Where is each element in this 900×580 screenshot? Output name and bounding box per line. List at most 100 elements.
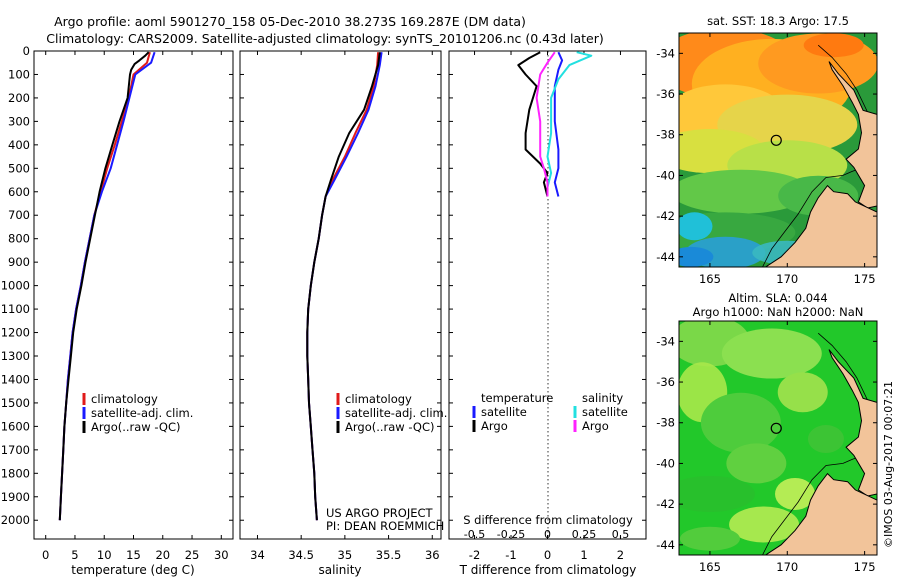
map-y-tick-label: -44 xyxy=(656,538,675,552)
legend-label-t-satellite: satellite xyxy=(481,405,527,419)
s-difference-label: S difference from climatology xyxy=(463,513,633,527)
field-patch xyxy=(775,477,816,510)
temperature-lines xyxy=(58,51,156,521)
temperature-xlabel: temperature (deg C) xyxy=(71,563,194,577)
x-tick-label: 2 xyxy=(617,548,624,562)
s-diff-tick-label: -0.25 xyxy=(497,528,525,541)
field-patch xyxy=(777,372,828,413)
field-patch xyxy=(803,33,864,58)
sst-map-axes: 165 170 175 -34 -36 -38 -40 -42 -44 xyxy=(656,33,877,286)
x-tick-label: -2 xyxy=(469,548,480,562)
float-position-marker xyxy=(770,422,782,434)
salinity-lines xyxy=(306,52,383,521)
north-island xyxy=(828,349,877,497)
map-x-tick-label: 175 xyxy=(854,272,876,286)
sla-map-title: Altim. SLA: 0.044 xyxy=(728,291,827,305)
depth-tick-label: 1300 xyxy=(1,349,30,363)
map-y-tick-label: -34 xyxy=(656,334,675,348)
map-x-tick-label: 170 xyxy=(776,560,798,574)
salinity-axes-box xyxy=(239,50,442,540)
depth-tick-label: 600 xyxy=(8,185,30,199)
imos-credit: ©IMOS 03-Aug-2017 00:07:21 xyxy=(882,381,895,548)
sla-map-subtitle: Argo h1000: NaN h2000: NaN xyxy=(693,305,864,319)
difference-axes: -2 -1 0 1 2 -0.5 -0.25 0 0.25 0.5 xyxy=(449,50,646,562)
header-line-1: Argo profile: aoml 5901270_158 05-Dec-20… xyxy=(54,14,526,29)
field-patch xyxy=(807,425,844,454)
map-y-tick-label: -38 xyxy=(656,128,675,142)
depth-tick-label: 1200 xyxy=(1,326,30,340)
map-x-tick-label: 165 xyxy=(699,560,721,574)
legend-label-satellite: satellite-adj. clim. xyxy=(91,406,193,420)
map-y-tick-label: -36 xyxy=(656,375,675,389)
field-patch xyxy=(729,506,800,543)
map-y-tick-label: -42 xyxy=(656,209,675,223)
depth-tick-label: 1100 xyxy=(1,302,30,316)
sst-map: sat. SST: 18.3 Argo: 17.5 165 170 175 -34 -3… xyxy=(656,14,878,286)
x-tick-label: 34 xyxy=(250,548,265,562)
salinity-legend: climatology satellite-adj. clim. Argo(..… xyxy=(336,392,447,434)
legend-label-t-argo: Argo xyxy=(481,419,508,433)
map-x-tick-label: 175 xyxy=(854,560,876,574)
legend-label-climatology: climatology xyxy=(345,392,412,406)
series-line-t-argo xyxy=(517,51,549,197)
depth-tick-label: 0 xyxy=(23,44,30,58)
field-patch xyxy=(679,526,740,551)
sla-map-frame xyxy=(678,320,878,556)
s-diff-tick-label: -0.5 xyxy=(464,528,485,541)
series-line-argo-raw-qc- xyxy=(58,51,150,521)
temperature-axes-box xyxy=(33,50,234,540)
depth-tick-label: 1000 xyxy=(1,279,30,293)
legend-label-s-satellite: satellite xyxy=(582,405,628,419)
series-line-s-argo xyxy=(535,51,556,197)
x-tick-label: 20 xyxy=(155,548,170,562)
x-tick-label: 5 xyxy=(71,548,78,562)
depth-tick-label: 1800 xyxy=(1,466,30,480)
field-patch xyxy=(679,475,755,512)
legend-header-temperature: temperature xyxy=(481,391,553,405)
field-patch xyxy=(679,169,811,214)
field-patch xyxy=(721,328,822,379)
depth-tick-label: 700 xyxy=(8,208,30,222)
south-island xyxy=(764,184,877,267)
field-patch xyxy=(679,212,713,241)
sla-map-axes: 165 170 175 -34 -36 -38 -40 -42 -44 xyxy=(656,321,877,574)
map-y-tick-label: -44 xyxy=(656,250,675,264)
field-patch xyxy=(726,443,787,484)
salinity-xlabel: salinity xyxy=(318,563,361,577)
x-tick-label: 0 xyxy=(544,548,551,562)
depth-tick-label: 2000 xyxy=(1,513,30,527)
depth-axis: 0100200300400500600700800900100011001200… xyxy=(1,44,233,562)
field-patch xyxy=(679,246,714,267)
x-tick-label: 10 xyxy=(97,548,112,562)
sla-map: Altim. SLA: 0.044 Argo h1000: NaN h2000:… xyxy=(656,291,878,574)
sla-map-land xyxy=(762,332,877,555)
map-x-tick-label: 170 xyxy=(776,272,798,286)
x-tick-label: 35.5 xyxy=(376,548,402,562)
salinity-panel: 34 34.5 35 35.5 36 climatology satellite-adj… xyxy=(239,50,447,577)
x-tick-label: 36 xyxy=(425,548,440,562)
map-y-tick-label: -36 xyxy=(656,87,675,101)
legend-label-argo: Argo(..raw -QC) xyxy=(91,420,181,434)
isobath-line xyxy=(762,44,869,267)
depth-tick-label: 1600 xyxy=(1,419,30,433)
map-x-tick-label: 165 xyxy=(699,272,721,286)
series-line-s-satellite xyxy=(546,51,593,197)
x-tick-label: 30 xyxy=(214,548,229,562)
depth-tick-label: 400 xyxy=(8,138,30,152)
temperature-panel: 0100200300400500600700800900100011001200… xyxy=(1,44,234,577)
project-annotation: US ARGO PROJECT xyxy=(326,506,434,520)
difference-axes-box xyxy=(448,50,647,540)
isobath-line xyxy=(762,332,869,555)
depth-tick-label: 500 xyxy=(8,161,30,175)
sla-field xyxy=(679,321,844,551)
x-tick-label: 25 xyxy=(185,548,200,562)
float-position-marker xyxy=(770,134,782,146)
difference-legend: temperature salinity satellite Argo sate… xyxy=(472,391,628,433)
legend-label-climatology: climatology xyxy=(91,392,158,406)
pi-annotation: PI: DEAN ROEMMICH xyxy=(326,519,444,533)
north-island xyxy=(828,61,877,209)
map-y-tick-label: -34 xyxy=(656,46,675,60)
legend-label-s-argo: Argo xyxy=(582,419,609,433)
depth-tick-label: 1700 xyxy=(1,443,30,457)
